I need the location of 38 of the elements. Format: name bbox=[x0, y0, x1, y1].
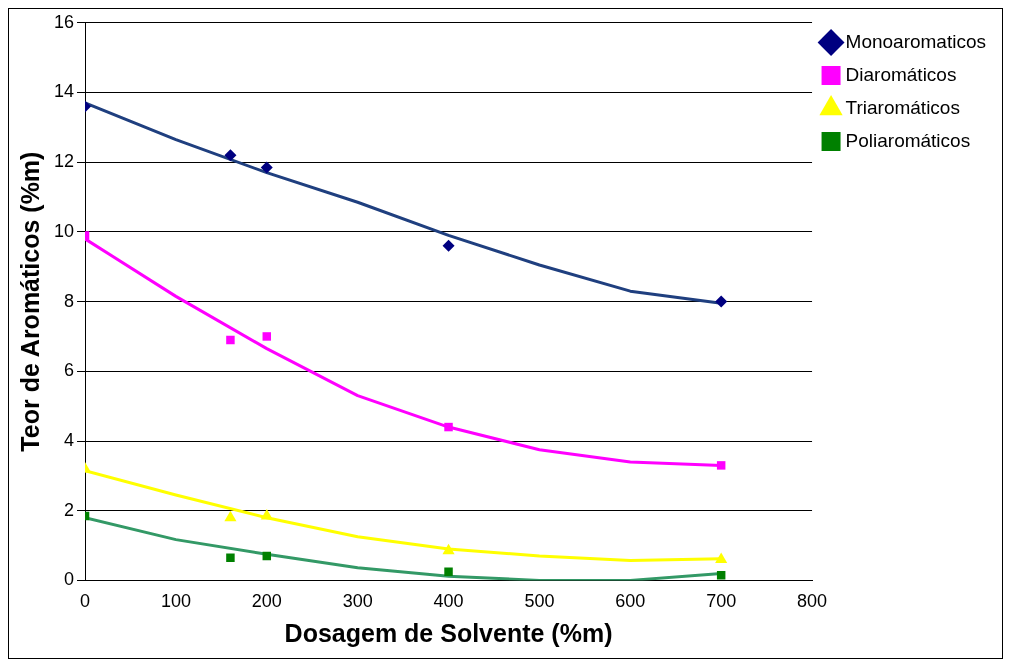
point bbox=[442, 543, 455, 555]
x-tick-label: 100 bbox=[160, 591, 191, 612]
point bbox=[260, 508, 273, 520]
point bbox=[444, 422, 453, 432]
y-tick-label: 14 bbox=[53, 81, 75, 102]
point bbox=[262, 332, 272, 341]
y-tick-label: 12 bbox=[53, 151, 75, 172]
x-tick-label: 300 bbox=[342, 591, 373, 612]
x-tick-label: 800 bbox=[797, 591, 828, 612]
point bbox=[715, 552, 728, 563]
point bbox=[224, 510, 237, 522]
legend-label: Monoaromaticos bbox=[845, 30, 986, 52]
x-tick-label: 400 bbox=[433, 591, 464, 612]
y-tick-label: 10 bbox=[53, 220, 75, 241]
point bbox=[716, 461, 726, 470]
legend-label: Poliaromáticos bbox=[845, 129, 971, 151]
y-axis-title: Teor de Aromáticos (%m) bbox=[15, 151, 44, 452]
x-tick-label: 700 bbox=[706, 591, 737, 612]
point bbox=[442, 239, 455, 252]
point bbox=[260, 161, 273, 174]
legend-label: Diaromáticos bbox=[845, 63, 957, 85]
legend-label: Triaromáticos bbox=[845, 96, 960, 118]
y-tick-label: 16 bbox=[53, 11, 75, 32]
x-axis-title: Dosagem de Solvente (%m) bbox=[284, 618, 613, 647]
point bbox=[224, 149, 237, 162]
y-tick-label: 4 bbox=[64, 429, 75, 450]
point bbox=[715, 295, 728, 308]
y-tick-label: 0 bbox=[64, 569, 75, 590]
y-tick-label: 8 bbox=[64, 290, 75, 311]
x-tick-label: 500 bbox=[524, 591, 555, 612]
point bbox=[226, 335, 235, 345]
point bbox=[226, 553, 235, 562]
x-tick-label: 600 bbox=[615, 591, 646, 612]
x-tick-label: 200 bbox=[251, 591, 282, 612]
y-tick-label: 2 bbox=[64, 499, 75, 520]
point bbox=[444, 567, 453, 576]
x-tick-label: 0 bbox=[80, 591, 91, 612]
y-tick-label: 6 bbox=[64, 360, 75, 381]
